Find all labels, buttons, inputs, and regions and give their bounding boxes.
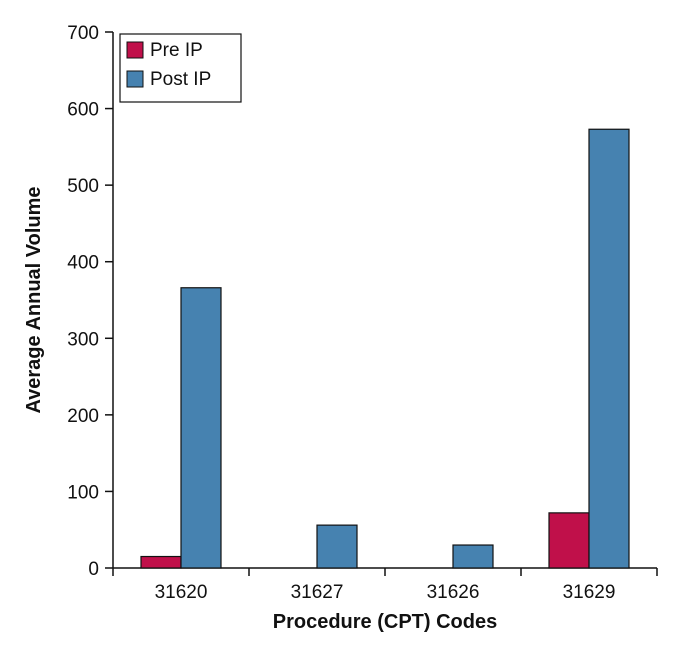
x-tick-label: 31627 [291,582,344,603]
bar-post-ip-31629 [588,128,630,569]
legend-label: Pre IP [150,40,203,61]
legend: Pre IP Post IP [119,33,242,103]
x-tick-label: 31620 [155,582,208,603]
bars [140,128,630,569]
bar-pre-ip-31629 [548,512,590,569]
legend-swatch [126,70,144,88]
bar-post-ip-31620 [180,287,222,569]
legend-label: Post IP [150,69,211,90]
x-axis-title: Procedure (CPT) Codes [273,611,497,633]
y-tick-label: 300 [67,329,99,350]
y-axis-title: Average Annual Volume [23,186,45,413]
x-axis: 31620 31627 31626 31629 [112,567,658,603]
y-tick-label: 100 [67,482,99,503]
y-axis: 0 100 200 300 400 500 600 700 [67,23,114,580]
bar-post-ip-31627 [316,524,358,569]
legend-swatch [126,41,144,59]
bar-post-ip-31626 [452,544,494,569]
y-tick-label: 0 [88,559,99,580]
y-tick-label: 600 [67,100,99,121]
y-tick-label: 400 [67,253,99,274]
y-tick-label: 200 [67,406,99,427]
y-tick-label: 500 [67,176,99,197]
x-tick-label: 31626 [427,582,480,603]
bar-pre-ip-31620 [140,555,182,569]
y-tick-label: 700 [67,23,99,44]
x-tick-label: 31629 [563,582,616,603]
